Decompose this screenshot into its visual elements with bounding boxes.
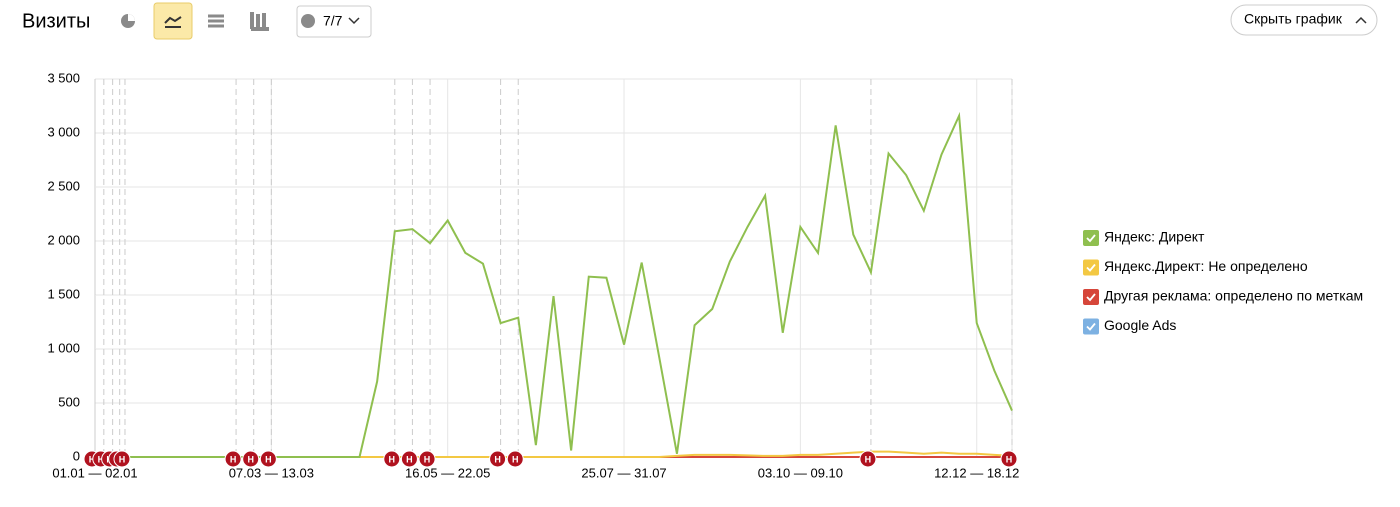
legend-check — [1086, 263, 1096, 272]
y-tick-label: 1 500 — [47, 286, 80, 301]
legend-label: Яндекс.Директ: Не определено — [1104, 258, 1308, 274]
annotation-label: Н — [424, 454, 431, 464]
annotation-label: Н — [494, 454, 501, 464]
legend-checkbox[interactable] — [1083, 289, 1099, 305]
legend-checkbox[interactable] — [1083, 259, 1099, 276]
chart-type-area[interactable] — [208, 14, 224, 28]
y-tick-label: 3 500 — [47, 70, 80, 85]
annotation-marker — [418, 450, 436, 468]
legend-checkbox[interactable] — [1083, 230, 1099, 246]
y-tick-label: 2 000 — [47, 232, 80, 247]
annotation-marker — [489, 450, 507, 468]
annotation-marker — [259, 450, 277, 468]
annotation-label: Н — [265, 454, 272, 464]
annotation-marker — [224, 450, 242, 468]
hide-chart-label: Скрыть график — [1244, 11, 1343, 27]
annotation-marker — [1000, 450, 1018, 468]
chart-type-line[interactable] — [153, 2, 193, 40]
annotation-marker — [383, 450, 401, 468]
annotation-label: Н — [247, 454, 254, 464]
legend-label: Другая реклама: определено по меткам — [1104, 288, 1363, 304]
x-tick-label: 12.12 — 18.12 — [934, 465, 1019, 480]
comments-counter: 7/7 — [323, 13, 343, 29]
x-tick-label: 03.10 — 09.10 — [758, 465, 843, 480]
annotation-label: Н — [1006, 454, 1013, 464]
annotation-label: Н — [406, 454, 413, 464]
annotation-marker — [242, 450, 260, 468]
chevron — [348, 17, 360, 25]
comments-button[interactable] — [296, 5, 372, 38]
annotation-label: Н — [98, 454, 105, 464]
line-icon — [164, 16, 182, 28]
legend-checkbox[interactable] — [1083, 318, 1099, 335]
legend-label: Яндекс: Директ — [1104, 229, 1205, 245]
legend-check — [1086, 234, 1096, 243]
chart-type-pie[interactable] — [121, 14, 135, 28]
x-tick-label: 01.01 — 02.01 — [52, 465, 137, 480]
y-tick-label: 0 — [73, 448, 80, 463]
annotation-label: Н — [89, 454, 96, 464]
annotation-marker — [859, 450, 877, 468]
x-tick-label: 25.07 — 31.07 — [581, 465, 666, 480]
annotation-label: Н — [512, 454, 519, 464]
page-title: Визиты — [22, 10, 90, 32]
y-tick-label: 2 500 — [47, 178, 80, 193]
x-tick-label: 07.03 — 13.03 — [229, 465, 314, 480]
series-line — [95, 111, 1013, 458]
y-tick-label: 3 000 — [47, 124, 80, 139]
legend-check — [1086, 293, 1096, 302]
legend-check — [1086, 322, 1096, 331]
y-tick-label: 500 — [58, 394, 80, 409]
annotation-label: Н — [119, 454, 126, 464]
annotation-marker — [506, 450, 524, 468]
annotation-label: Н — [230, 454, 237, 464]
comment-icon — [301, 14, 315, 28]
x-tick-label: 16.05 — 22.05 — [405, 465, 490, 480]
chevron — [1355, 16, 1367, 24]
annotation-label: Н — [389, 454, 396, 464]
y-tick-label: 1 000 — [47, 340, 80, 355]
annotation-marker — [400, 450, 418, 468]
chart-type-bar[interactable] — [250, 12, 269, 31]
hide-chart-button[interactable] — [1230, 4, 1378, 36]
annotation-label: Н — [865, 454, 872, 464]
annotation-marker — [113, 450, 131, 468]
legend-label: Google Ads — [1104, 317, 1176, 333]
